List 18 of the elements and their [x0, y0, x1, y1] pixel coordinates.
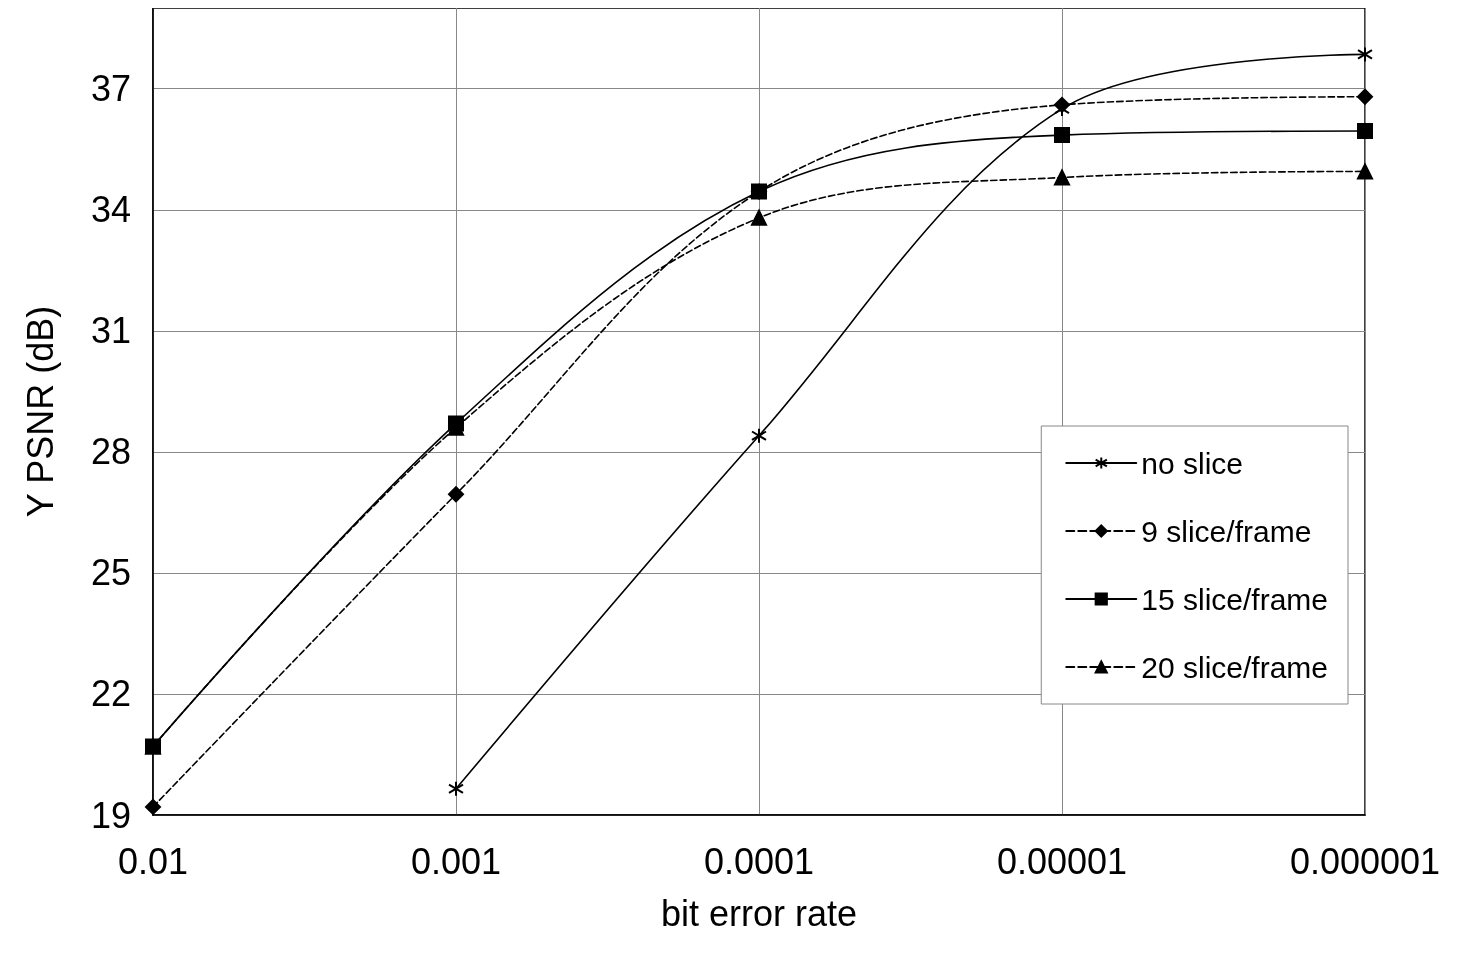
- y-tick-label: 34: [90, 189, 131, 231]
- legend-label: 9 slice/frame: [1141, 514, 1312, 548]
- legend-label: 15 slice/frame: [1141, 582, 1329, 616]
- legend-label: 20 slice/frame: [1141, 650, 1329, 684]
- y-tick-label: 19: [90, 794, 131, 836]
- y-tick-label: 25: [90, 552, 131, 594]
- y-axis-title: Y PSNR (dB): [19, 305, 61, 518]
- x-tick-label: 0.0001: [703, 840, 815, 882]
- y-tick-label: 22: [90, 673, 131, 715]
- x-axis-title: bit error rate: [660, 892, 858, 934]
- y-tick-label: 28: [90, 431, 131, 473]
- x-tick-label: 0.00001: [996, 840, 1128, 882]
- y-tick-label: 37: [90, 68, 131, 110]
- legend-label: no slice: [1141, 446, 1243, 480]
- x-tick-label: 0.01: [117, 840, 189, 882]
- x-tick-label: 0.001: [410, 840, 502, 882]
- y-tick-label: 31: [90, 310, 131, 352]
- x-tick-label: 0.000001: [1289, 840, 1441, 882]
